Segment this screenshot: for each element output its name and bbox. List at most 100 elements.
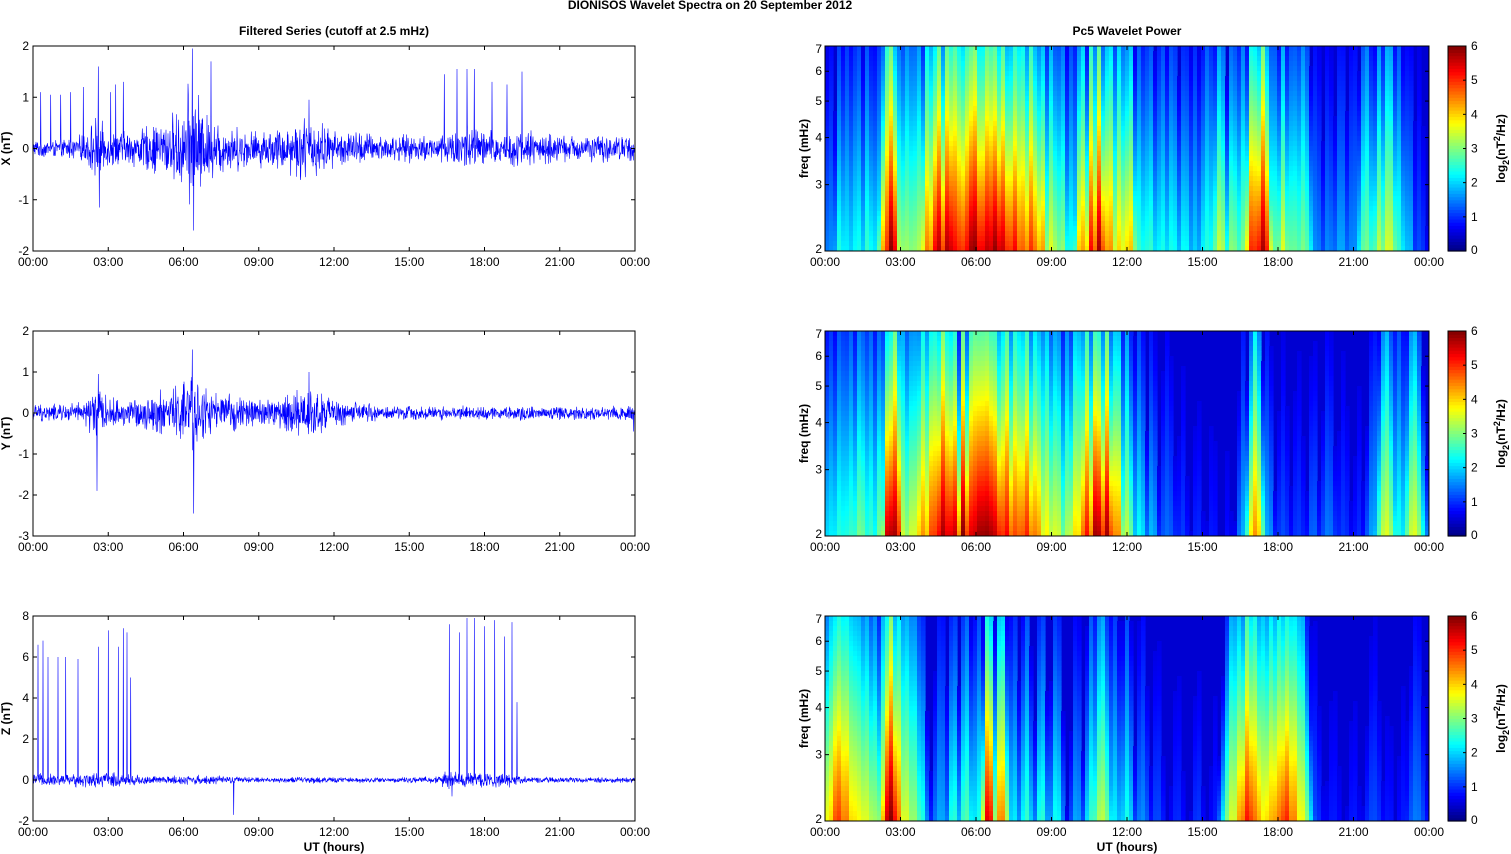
wavelet-panel-1-power-cell bbox=[1281, 66, 1286, 72]
wavelet-panel-1-power-cell bbox=[1121, 96, 1126, 102]
wavelet-panel-1-power-cell bbox=[1125, 146, 1130, 152]
wavelet-panel-1-power-cell bbox=[1117, 191, 1122, 197]
wavelet-panel-1-power-cell bbox=[1041, 141, 1046, 147]
wavelet-panel-1-power-cell bbox=[941, 211, 946, 217]
wavelet-panel-1-power-cell bbox=[1221, 91, 1226, 97]
wavelet-panel-1-power-cell bbox=[941, 216, 946, 222]
series-panel-1-x-tick-label: 09:00 bbox=[244, 255, 274, 269]
wavelet-panel-1-power-cell bbox=[969, 46, 974, 52]
wavelet-panel-1-power-cell bbox=[837, 96, 842, 102]
wavelet-panel-1-power-cell bbox=[1277, 51, 1282, 57]
wavelet-panel-1-power-cell bbox=[1021, 51, 1026, 57]
wavelet-panel-1-power-cell bbox=[893, 221, 898, 227]
wavelet-panel-1-power-cell bbox=[1109, 56, 1114, 62]
wavelet-panel-1-power-cell bbox=[1153, 176, 1158, 182]
wavelet-panel-1-power-cell bbox=[1077, 206, 1082, 212]
wavelet-panel-1-power-cell bbox=[925, 171, 930, 177]
wavelet-panel-1-power-cell bbox=[929, 131, 934, 137]
wavelet-panel-1-power-cell bbox=[969, 71, 974, 77]
wavelet-panel-1-power-cell bbox=[993, 156, 998, 162]
wavelet-panel-1-power-cell bbox=[985, 166, 990, 172]
wavelet-panel-1-power-cell bbox=[1157, 201, 1162, 207]
wavelet-panel-1-power-cell bbox=[1001, 231, 1006, 237]
wavelet-panel-1-power-cell bbox=[885, 211, 890, 217]
wavelet-panel-1-power-cell bbox=[1277, 211, 1282, 217]
wavelet-panel-1-power-cell bbox=[1233, 226, 1238, 232]
wavelet-panel-1-power-cell bbox=[1237, 121, 1242, 127]
wavelet-panel-1-power-cell bbox=[1121, 211, 1126, 217]
wavelet-panel-1-power-cell bbox=[1141, 246, 1146, 251]
wavelet-panel-1-power-cell bbox=[985, 231, 990, 237]
wavelet-panel-1-power-cell bbox=[1065, 211, 1070, 217]
wavelet-panel-1-power-cell bbox=[1129, 221, 1134, 227]
wavelet-panel-1-power-cell bbox=[1129, 96, 1134, 102]
wavelet-panel-1-power-cell bbox=[949, 176, 954, 182]
wavelet-panel-1-power-cell bbox=[1173, 151, 1178, 157]
wavelet-panel-1-power-cell bbox=[1269, 116, 1274, 122]
wavelet-panel-1-power-cell bbox=[1281, 211, 1286, 217]
wavelet-panel-1-power-cell bbox=[1141, 121, 1146, 127]
wavelet-panel-1-power-cell bbox=[865, 151, 870, 157]
wavelet-panel-1-power-cell bbox=[929, 56, 934, 62]
wavelet-panel-1-power-cell bbox=[1261, 131, 1266, 137]
wavelet-panel-1-power-cell bbox=[881, 166, 886, 172]
wavelet-panel-1-power-cell bbox=[1133, 101, 1138, 107]
wavelet-panel-1-power-cell bbox=[881, 66, 886, 72]
wavelet-panel-1-power-cell bbox=[913, 86, 918, 92]
wavelet-panel-1-power-cell bbox=[1141, 181, 1146, 187]
wavelet-panel-1-power-cell bbox=[1129, 46, 1134, 52]
wavelet-panel-1-power-cell bbox=[837, 106, 842, 112]
wavelet-panel-1-power-cell bbox=[829, 136, 834, 142]
wavelet-panel-1-power-cell bbox=[1029, 116, 1034, 122]
wavelet-panel-1-power-cell bbox=[933, 231, 938, 237]
wavelet-panel-1-power-cell bbox=[1149, 131, 1154, 137]
wavelet-panel-1-power-cell bbox=[1133, 66, 1138, 72]
wavelet-panel-1-power-cell bbox=[1105, 51, 1110, 57]
wavelet-panel-1-power-cell bbox=[1085, 201, 1090, 207]
wavelet-panel-1-power-cell bbox=[1217, 221, 1222, 227]
wavelet-panel-1-power-cell bbox=[1017, 111, 1022, 117]
wavelet-panel-1-power-cell bbox=[869, 56, 874, 62]
wavelet-panel-1-power-cell bbox=[1137, 136, 1142, 142]
wavelet-panel-1-power-cell bbox=[1137, 66, 1142, 72]
wavelet-panel-1-power-cell bbox=[993, 246, 998, 251]
wavelet-panel-1-power-cell bbox=[973, 81, 978, 87]
wavelet-panel-1-power-cell bbox=[1137, 216, 1142, 222]
wavelet-panel-1-power-cell bbox=[1005, 76, 1010, 82]
wavelet-panel-1-power-cell bbox=[929, 231, 934, 237]
wavelet-panel-1-power-cell bbox=[1181, 156, 1186, 162]
wavelet-panel-1-power-cell bbox=[953, 161, 958, 167]
wavelet-panel-1-power-cell bbox=[1137, 81, 1142, 87]
series-panel-3-y-axis-label: Z (nT) bbox=[0, 702, 13, 735]
wavelet-panel-1-power-cell bbox=[941, 126, 946, 132]
wavelet-panel-1-power-cell bbox=[1257, 171, 1262, 177]
wavelet-panel-1-power-cell bbox=[1049, 71, 1054, 77]
wavelet-panel-1-power-cell bbox=[893, 101, 898, 107]
wavelet-panel-1-power-cell bbox=[1069, 141, 1074, 147]
wavelet-panel-1-power-cell bbox=[1297, 86, 1302, 92]
wavelet-panel-1-power-cell bbox=[1105, 111, 1110, 117]
wavelet-panel-1-power-cell bbox=[1209, 81, 1214, 87]
wavelet-panel-1-power-cell bbox=[1089, 241, 1094, 247]
wavelet-panel-1-power-cell bbox=[913, 231, 918, 237]
wavelet-panel-1-power-cell bbox=[1229, 111, 1234, 117]
wavelet-panel-1-power-cell bbox=[861, 91, 866, 97]
wavelet-panel-1-power-cell bbox=[1277, 226, 1282, 232]
wavelet-panel-1-power-cell bbox=[1209, 131, 1214, 137]
wavelet-panel-1-power-cell bbox=[1085, 76, 1090, 82]
wavelet-panel-1-power-cell bbox=[1097, 151, 1102, 157]
wavelet-panel-1-power-cell bbox=[1189, 211, 1194, 217]
wavelet-panel-1-power-cell bbox=[1153, 126, 1158, 132]
wavelet-panel-1-power-cell bbox=[1093, 201, 1098, 207]
wavelet-panel-1-power-cell bbox=[1161, 211, 1166, 217]
wavelet-panel-1-power-cell bbox=[1169, 236, 1174, 242]
wavelet-panel-1-power-cell bbox=[901, 121, 906, 127]
series-panel-3-x-axis-label: UT (hours) bbox=[304, 840, 365, 854]
wavelet-panel-1-power-cell bbox=[909, 126, 914, 132]
wavelet-panel-1-power-cell bbox=[1237, 201, 1242, 207]
wavelet-panel-1-power-cell bbox=[1053, 236, 1058, 242]
wavelet-panel-1-power-cell bbox=[1285, 246, 1290, 251]
wavelet-panel-1-power-cell bbox=[993, 76, 998, 82]
wavelet-panel-1-power-cell bbox=[889, 131, 894, 137]
wavelet-panel-1-power-cell bbox=[1121, 191, 1126, 197]
